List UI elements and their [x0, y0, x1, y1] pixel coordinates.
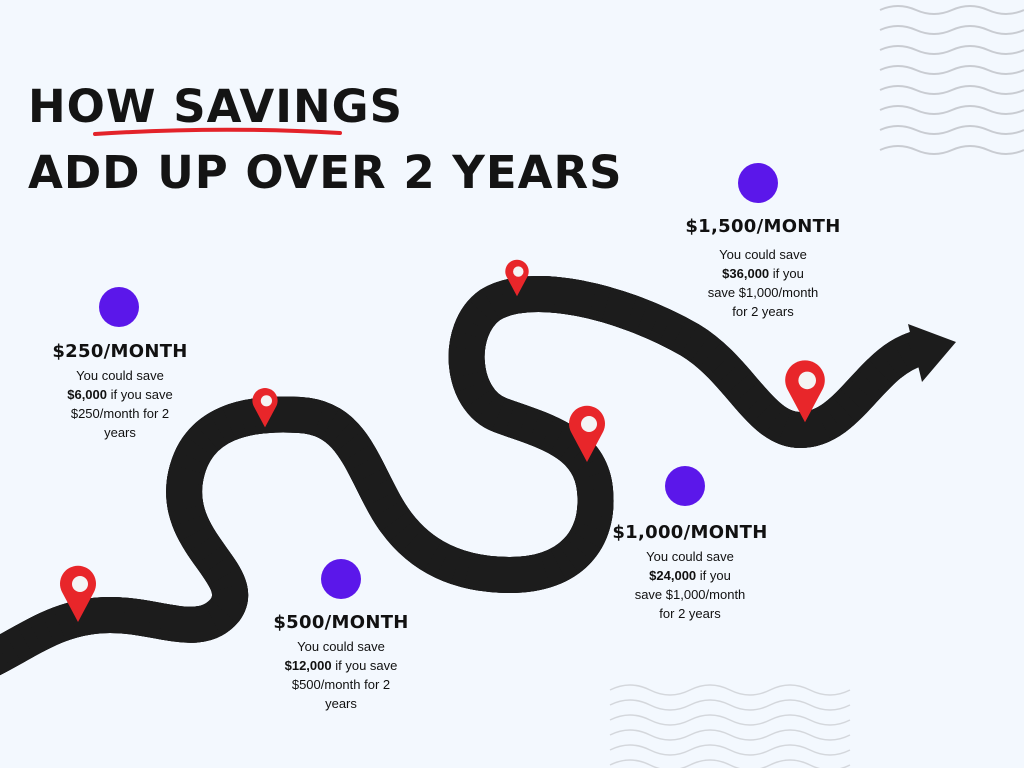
- desc-line: if you: [769, 266, 804, 281]
- milestone-dot: [665, 466, 705, 506]
- desc-line: years: [325, 696, 357, 711]
- milestone-description: You could save $6,000 if you save $250/m…: [40, 366, 200, 442]
- desc-line: $250/month for 2: [70, 406, 170, 421]
- desc-line: You could save: [76, 368, 164, 383]
- desc-line: for 2 years: [732, 304, 794, 319]
- title-line-2: ADD UP OVER 2 YEARS: [28, 146, 623, 199]
- desc-line: You could save: [719, 247, 807, 262]
- desc-line: $500/month for 2: [291, 677, 391, 692]
- desc-line: if you save: [331, 658, 398, 673]
- milestone-description: You could save $12,000 if you save $500/…: [261, 637, 421, 713]
- savings-amount: $36,000: [722, 266, 770, 281]
- desc-line: for 2 years: [659, 606, 721, 621]
- desc-line: save $1,000/month: [707, 285, 819, 300]
- pin-icon: [505, 259, 529, 297]
- pin-icon: [60, 565, 96, 622]
- savings-amount: $12,000: [284, 658, 332, 673]
- milestone-heading: $500/MONTH: [273, 612, 409, 633]
- wave-pattern-top-right: [879, 5, 1024, 155]
- milestone-dot: [738, 163, 778, 203]
- title-underline: [93, 127, 342, 136]
- desc-line: save $1,000/month: [634, 587, 746, 602]
- savings-amount: $6,000: [67, 387, 107, 402]
- desc-line: years: [104, 425, 136, 440]
- milestone-heading: $1,500/MONTH: [685, 216, 841, 237]
- milestone-1000: $1,000/MONTH You could save $24,000 if y…: [610, 522, 770, 623]
- desc-line: if you save: [107, 387, 173, 402]
- pin-icon: [785, 360, 825, 423]
- milestone-description: You could save $36,000 if you save $1,00…: [683, 245, 843, 321]
- pin-icon: [569, 405, 605, 462]
- title-line-1: HOW SAVINGS: [28, 80, 403, 133]
- road-arrow-head: [908, 324, 956, 382]
- milestone-500: $500/MONTH You could save $12,000 if you…: [261, 612, 421, 713]
- map-pins: [60, 259, 825, 622]
- milestone-description: You could save $24,000 if you save $1,00…: [610, 547, 770, 623]
- road: [0, 294, 956, 660]
- desc-line: You could save: [297, 639, 385, 654]
- milestone-heading: $250/MONTH: [52, 341, 188, 362]
- milestone-heading: $1,000/MONTH: [612, 522, 768, 543]
- desc-line: if you: [696, 568, 731, 583]
- desc-line: You could save: [646, 549, 734, 564]
- milestone-dot: [321, 559, 361, 599]
- savings-amount: $24,000: [649, 568, 697, 583]
- wave-pattern-bottom: [609, 684, 851, 768]
- pin-icon: [252, 388, 278, 428]
- milestone-1500: $1,500/MONTH You could save $36,000 if y…: [683, 216, 843, 321]
- milestone-250: $250/MONTH You could save $6,000 if you …: [40, 341, 200, 442]
- milestone-dot: [99, 287, 139, 327]
